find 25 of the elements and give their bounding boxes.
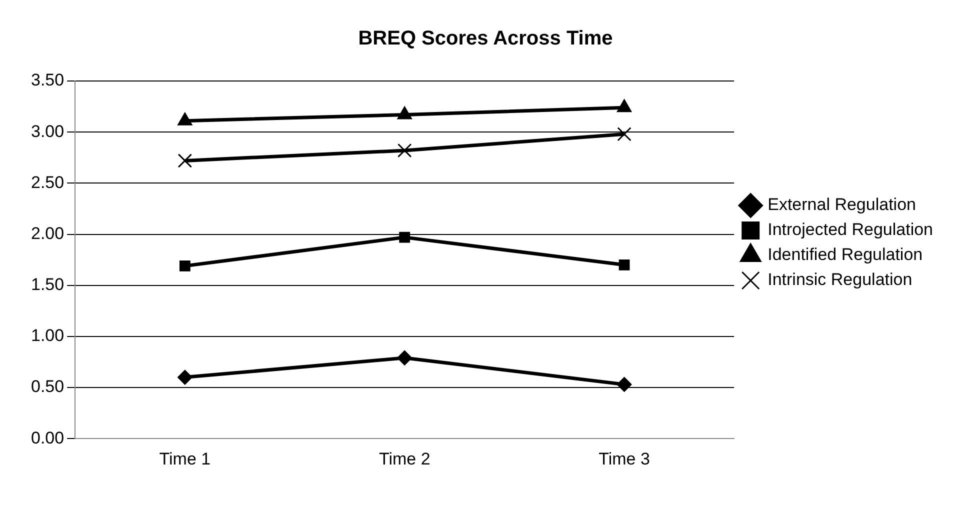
point: [618, 259, 630, 270]
legend-label: Identified Regulation: [768, 245, 923, 264]
y-tick-label: 1.00: [30, 326, 64, 346]
y-tick-label: 2.00: [30, 224, 64, 243]
y-tick-label: 0.50: [30, 377, 64, 396]
point: [616, 376, 632, 392]
point: [177, 370, 192, 385]
point: [397, 350, 412, 366]
y-tick-label: 3.50: [30, 70, 64, 90]
y-tick-label: 3.00: [30, 122, 64, 141]
point: [179, 260, 190, 272]
legend-label: Introjected Regulation: [768, 220, 934, 240]
point: [399, 232, 410, 243]
x-tick-label: Time 1: [159, 449, 211, 468]
point: [617, 127, 632, 142]
y-tick-label: 1.50: [30, 275, 64, 294]
x-tick-label: Time 2: [378, 449, 430, 468]
point: [397, 143, 412, 158]
x-tick-label: Time 3: [598, 449, 650, 468]
point: [178, 154, 192, 168]
chart-title: BREQ Scores Across Time: [358, 28, 613, 50]
y-tick-label: 0.00: [30, 428, 64, 448]
legend-label: External Regulation: [768, 195, 916, 214]
y-tick-label: 2.50: [30, 172, 64, 192]
legend-label: Intrinsic Regulation: [768, 270, 912, 290]
